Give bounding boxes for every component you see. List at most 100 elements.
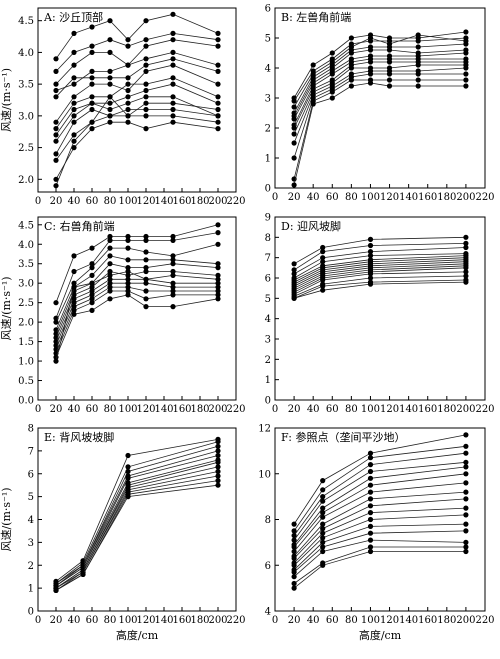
x-tick-label: 100 xyxy=(118,196,137,207)
series-line xyxy=(293,546,466,584)
x-tick-label: 120 xyxy=(136,615,155,626)
data-point xyxy=(215,68,221,74)
series-line xyxy=(55,278,218,342)
data-point xyxy=(170,94,176,100)
x-tick-label: 220 xyxy=(226,404,245,415)
data-point xyxy=(89,245,95,251)
data-point xyxy=(320,544,326,550)
data-point xyxy=(367,271,374,277)
data-point xyxy=(463,77,469,83)
y-tick-label: 2 xyxy=(28,561,34,572)
series-line xyxy=(293,445,466,532)
data-point xyxy=(348,83,354,89)
data-point xyxy=(89,288,95,294)
x-tick-label: 180 xyxy=(190,404,209,415)
data-point xyxy=(463,496,469,502)
data-point xyxy=(125,119,131,125)
data-point xyxy=(143,288,149,294)
data-point xyxy=(320,283,326,289)
data-point xyxy=(53,151,59,157)
series-line xyxy=(293,281,466,299)
x-tick-label: 20 xyxy=(288,404,301,415)
data-point xyxy=(170,30,176,36)
data-point xyxy=(53,94,59,100)
x-tick-label: 20 xyxy=(50,404,63,415)
data-point xyxy=(170,100,176,106)
x-tick-label: 120 xyxy=(136,404,155,415)
data-point xyxy=(348,77,354,83)
plot-frame xyxy=(37,216,237,401)
data-point xyxy=(53,300,59,306)
x-tick-label: 80 xyxy=(345,192,358,203)
data-point xyxy=(143,68,149,74)
series-line xyxy=(293,473,466,548)
data-point xyxy=(415,71,421,77)
data-point xyxy=(170,75,176,81)
x-tick-label: 40 xyxy=(307,192,320,203)
data-point xyxy=(125,265,131,271)
y-tick-label: 3.5 xyxy=(18,259,34,270)
data-point xyxy=(367,544,374,550)
data-point xyxy=(170,113,176,119)
series-line xyxy=(55,445,219,584)
x-tick-label: 80 xyxy=(345,615,358,626)
data-point xyxy=(170,253,176,259)
data-point xyxy=(291,98,297,104)
x-tick-label: 40 xyxy=(307,404,320,415)
data-point xyxy=(291,537,297,543)
y-tick-label: 3 xyxy=(28,538,34,549)
data-point xyxy=(320,498,326,504)
data-point xyxy=(53,81,59,87)
y-tick-label: 4 xyxy=(28,515,34,526)
data-point xyxy=(291,116,297,122)
series-line xyxy=(55,441,219,584)
data-point xyxy=(320,255,326,261)
data-point xyxy=(71,284,77,290)
series-line xyxy=(293,275,466,297)
series-line xyxy=(293,279,466,299)
series-line xyxy=(293,253,466,279)
data-point xyxy=(367,516,374,523)
y-tick-label: 0 xyxy=(265,184,271,195)
data-point xyxy=(320,259,326,265)
data-point xyxy=(367,281,374,287)
data-point xyxy=(463,512,469,518)
series-line xyxy=(55,290,218,354)
data-point xyxy=(463,521,469,527)
data-point xyxy=(320,244,326,251)
data-point xyxy=(89,68,95,74)
data-point xyxy=(107,113,113,119)
x-tick-label: 160 xyxy=(418,192,437,203)
y-tick-label: 3 xyxy=(265,335,271,346)
x-tick-label: 0 xyxy=(272,615,278,626)
data-point xyxy=(463,29,469,35)
data-point xyxy=(215,30,221,36)
y-tick-label: 0.5 xyxy=(18,376,34,387)
data-point xyxy=(89,119,95,125)
data-point xyxy=(143,257,149,263)
series-line xyxy=(55,109,219,155)
series-line xyxy=(55,294,219,358)
data-point xyxy=(367,236,374,242)
y-axis-label: 风速/(m·s⁻¹) xyxy=(0,487,13,551)
series-line xyxy=(293,261,466,287)
data-point xyxy=(415,62,421,68)
series-line xyxy=(55,466,219,589)
x-tick-label: 180 xyxy=(437,615,456,626)
series-line xyxy=(293,49,466,117)
series-line xyxy=(55,51,219,91)
y-tick-label: 4.5 xyxy=(18,220,34,231)
y-tick-label: 2.5 xyxy=(18,143,34,154)
x-tick-label: 220 xyxy=(475,615,494,626)
x-tick-label: 160 xyxy=(172,615,191,626)
panel-label: F: 参照点（垄间平沙地） xyxy=(281,430,405,444)
x-tick-label: 180 xyxy=(437,404,456,415)
series-line xyxy=(55,471,219,589)
series-line xyxy=(55,282,218,346)
data-point xyxy=(415,38,421,44)
data-point xyxy=(463,244,469,251)
y-tick-label: 3.0 xyxy=(18,111,34,122)
data-point xyxy=(53,126,59,132)
data-point xyxy=(367,455,374,461)
data-point xyxy=(215,100,221,106)
